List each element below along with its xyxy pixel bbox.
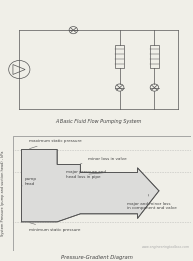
Text: Pressure-Gradient Diagram: Pressure-Gradient Diagram — [61, 256, 132, 260]
Text: major pressure and
head loss in pipe: major pressure and head loss in pipe — [66, 170, 106, 179]
Polygon shape — [21, 150, 159, 222]
FancyBboxPatch shape — [13, 136, 191, 251]
FancyBboxPatch shape — [150, 45, 159, 68]
Text: maximum static pressure: maximum static pressure — [29, 139, 81, 149]
Text: minor loss in valve: minor loss in valve — [80, 157, 126, 164]
Circle shape — [150, 84, 159, 91]
Text: major and minor loss
in component and valve: major and minor loss in component and va… — [127, 194, 177, 210]
Circle shape — [69, 27, 78, 34]
Circle shape — [9, 61, 30, 79]
Circle shape — [115, 84, 124, 91]
Text: www.engineeringtoolbox.com: www.engineeringtoolbox.com — [141, 245, 189, 250]
Text: System Pressure (pump and suction head) - kPa: System Pressure (pump and suction head) … — [1, 150, 5, 236]
FancyBboxPatch shape — [115, 45, 124, 68]
Text: minimum static pressure: minimum static pressure — [29, 223, 80, 232]
Text: A Basic Fluid Flow Pumping System: A Basic Fluid Flow Pumping System — [55, 119, 142, 124]
Text: pump
head: pump head — [21, 177, 37, 186]
